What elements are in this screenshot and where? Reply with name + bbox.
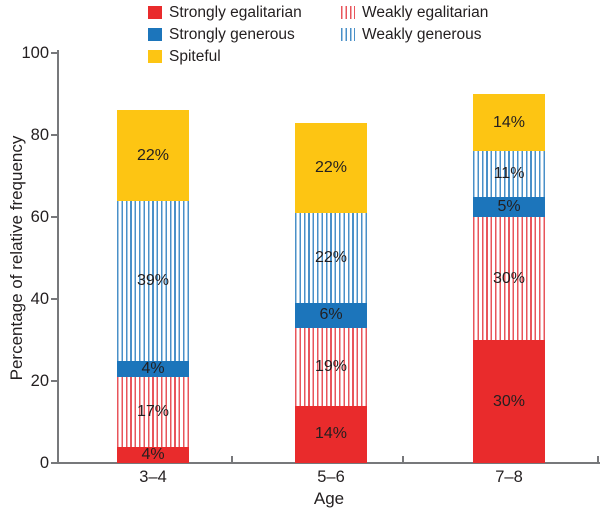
segment-strongly-egalitarian: 14% <box>295 405 367 463</box>
segment-weakly-egalitarian: 19% <box>295 327 367 406</box>
strongly-generous-swatch-icon <box>148 28 162 41</box>
y-tick-mark <box>51 216 58 218</box>
y-axis-line <box>57 50 59 464</box>
y-tick-mark <box>51 462 58 464</box>
legend-item-strongly-generous: Strongly generous <box>148 25 341 44</box>
segment-value-label: 4% <box>141 359 165 377</box>
spiteful-swatch-icon <box>148 50 162 63</box>
legend-label: Strongly egalitarian <box>169 3 302 21</box>
segment-value-label: 11% <box>493 164 525 182</box>
segment-value-label: 17% <box>136 402 170 420</box>
legend-label: Weakly generous <box>362 25 482 43</box>
segment-value-label: 22% <box>314 158 348 176</box>
segment-value-label: 14% <box>492 113 526 131</box>
segment-strongly-generous: 4% <box>117 359 189 377</box>
legend-item-weakly-egalitarian: Weakly egalitarian <box>341 3 488 22</box>
y-tick-label: 20 <box>30 372 49 390</box>
segment-strongly-generous: 6% <box>295 303 367 328</box>
segment-value-label: 14% <box>314 425 348 443</box>
bar-age-5–6: 14% 19% 6% 22% 22% <box>295 122 367 463</box>
x-tick-label: 3–4 <box>139 468 167 486</box>
segment-spiteful: 22% <box>295 122 367 213</box>
segment-value-label: 30% <box>492 392 526 410</box>
segment-value-label: 4% <box>141 445 165 463</box>
segment-weakly-generous: 22% <box>295 212 367 304</box>
legend-item-strongly-egalitarian: Strongly egalitarian <box>148 3 341 22</box>
y-tick-label: 0 <box>39 454 49 472</box>
y-axis-title: Percentage of relative frequency <box>7 135 26 381</box>
x-tick-mark <box>231 456 233 463</box>
y-tick-label: 60 <box>30 208 49 226</box>
x-axis-title: Age <box>313 489 345 508</box>
segment-weakly-egalitarian: 30% <box>473 217 545 340</box>
bar-age-7–8: 30% 30% 5% 11% 14% <box>473 94 545 463</box>
strongly-egalitarian-swatch-icon <box>148 6 162 19</box>
y-tick-label: 40 <box>30 290 49 308</box>
segment-value-label: 30% <box>492 269 526 287</box>
segment-strongly-egalitarian: 30% <box>473 340 545 463</box>
segment-value-label: 19% <box>314 357 348 375</box>
y-tick-mark <box>51 52 58 54</box>
legend-label: Spiteful <box>169 47 221 65</box>
x-tick-mark <box>402 456 404 463</box>
segment-spiteful: 22% <box>117 110 189 201</box>
segment-value-label: 6% <box>319 306 343 324</box>
chart-legend: Strongly egalitarian Weakly egalitarian … <box>148 3 488 66</box>
x-axis-line <box>57 462 600 464</box>
segment-value-label: 5% <box>497 197 521 215</box>
x-tick-mark <box>597 456 599 463</box>
segment-weakly-egalitarian: 17% <box>117 376 189 447</box>
segment-weakly-generous: 11% <box>473 151 545 197</box>
legend-label: Strongly generous <box>169 25 295 43</box>
segment-strongly-generous: 5% <box>473 196 545 217</box>
legend-label: Weakly egalitarian <box>362 3 489 21</box>
y-tick-mark <box>51 380 58 382</box>
segment-value-label: 39% <box>136 271 170 289</box>
segment-strongly-egalitarian: 4% <box>117 445 189 463</box>
segment-value-label: 22% <box>136 146 170 164</box>
weakly-generous-swatch-icon <box>341 28 355 41</box>
bar-age-3–4: 4% 17% 4% 39% 22% <box>117 110 189 463</box>
y-tick-mark <box>51 134 58 136</box>
segment-value-label: 22% <box>314 249 348 267</box>
legend-item-weakly-generous: Weakly generous <box>341 25 488 44</box>
y-tick-mark <box>51 298 58 300</box>
y-tick-label: 100 <box>21 44 49 62</box>
segment-spiteful: 14% <box>473 94 545 152</box>
x-tick-label: 7–8 <box>495 468 523 486</box>
legend-item-spiteful: Spiteful <box>148 47 341 66</box>
x-tick-label: 5–6 <box>317 468 345 486</box>
weakly-egalitarian-swatch-icon <box>341 6 355 19</box>
y-tick-label: 80 <box>30 126 49 144</box>
segment-weakly-generous: 39% <box>117 200 189 361</box>
